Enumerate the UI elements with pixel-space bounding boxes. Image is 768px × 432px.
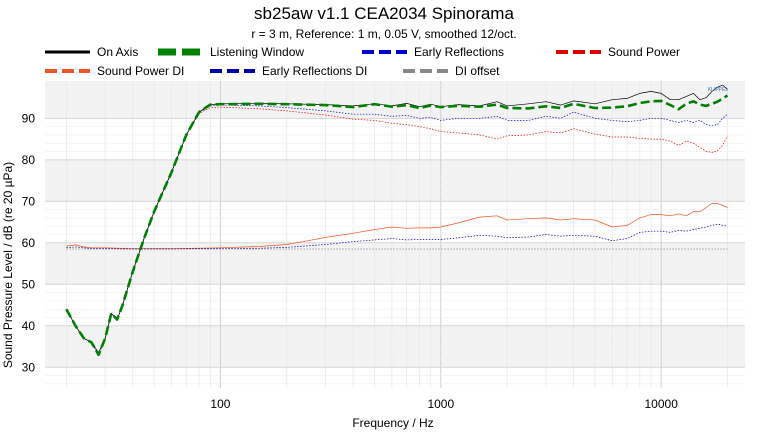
- legend-label: Sound Power DI: [97, 64, 184, 78]
- tick-labels: 100 1000 10000 30 40 50 60 70 80 90: [22, 111, 679, 411]
- legend-label: Listening Window: [210, 45, 304, 59]
- legend-label: Early Reflections: [414, 45, 504, 59]
- y-tick-label: 40: [22, 319, 36, 333]
- plot-band: [45, 325, 745, 368]
- x-tick-label: 1000: [427, 397, 454, 411]
- series-early-reflections-di: [66, 223, 728, 250]
- y-tick-label: 90: [22, 111, 36, 125]
- grid-lines: [45, 81, 745, 388]
- chart-title: sb25aw v1.1 CEA2034 Spinorama: [254, 4, 514, 23]
- y-axis-label: Sound Pressure Level / dB (re 20 µPa): [1, 162, 15, 368]
- x-axis-label: Frequency / Hz: [352, 416, 433, 430]
- klippel-logo: KLIPPEL: [708, 87, 729, 93]
- y-tick-label: 60: [22, 236, 36, 250]
- legend-label: DI offset: [455, 64, 500, 78]
- legend-label: On Axis: [97, 45, 138, 59]
- series-listening-window: [65, 94, 729, 357]
- y-tick-label: 70: [22, 194, 36, 208]
- plot-band: [45, 81, 745, 119]
- y-tick-label: 30: [22, 360, 36, 374]
- legend: On Axis Listening Window Early Reflections…: [45, 45, 680, 78]
- y-tick-label: 50: [22, 277, 36, 291]
- x-tick-label: 10000: [645, 397, 679, 411]
- plot-band: [45, 242, 745, 285]
- series-sound-power-di: [66, 203, 728, 249]
- series-group: [65, 84, 729, 357]
- y-tick-label: 80: [22, 153, 36, 167]
- chart-subtitle: r = 3 m, Reference: 1 m, 0.05 V, smoothe…: [251, 27, 516, 41]
- legend-label: Early Reflections DI: [262, 64, 367, 78]
- legend-label: Sound Power: [608, 45, 680, 59]
- x-tick-label: 100: [210, 397, 230, 411]
